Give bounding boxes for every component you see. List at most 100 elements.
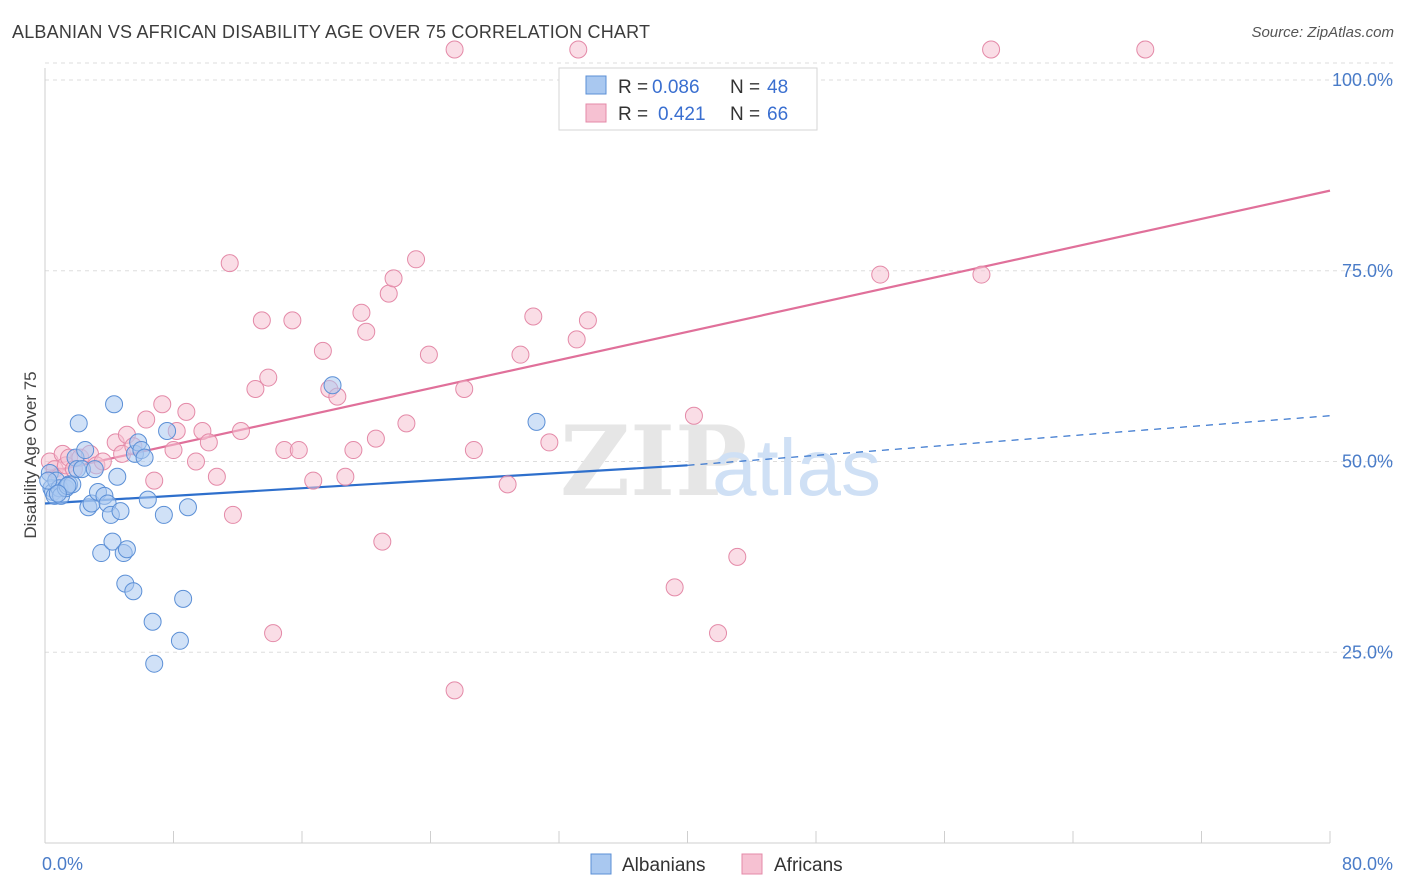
african-point-62 (684, 406, 703, 425)
albanian-points (39, 376, 546, 673)
african-point-26 (223, 505, 242, 524)
african-point-67 (982, 40, 1001, 59)
albanian-point-39 (158, 421, 177, 440)
y-tick-label-3: 100.0% (1332, 70, 1393, 90)
african-point-51 (445, 40, 464, 59)
albanian-trend-extension (687, 415, 1331, 466)
legend-r-value-albanians: 0.086 (652, 77, 700, 98)
african-point-21 (186, 452, 205, 471)
x-tick-label-min: 0.0% (42, 854, 83, 874)
african-point-34 (289, 441, 308, 460)
african-point-23 (199, 433, 218, 452)
african-point-18 (164, 441, 183, 460)
african-point-25 (220, 254, 239, 273)
gridlines (45, 62, 1393, 653)
african-point-29 (252, 311, 271, 330)
legend-r-label-albanians: R = (618, 77, 648, 98)
albanian-point-14 (76, 441, 95, 460)
bottom-legend-swatch-africans (741, 853, 763, 875)
african-point-56 (524, 307, 543, 326)
african-point-36 (313, 341, 332, 360)
african-trend-line (44, 189, 1331, 475)
african-point-49 (419, 345, 438, 364)
albanian-point-12 (69, 414, 88, 433)
african-points (40, 40, 1155, 700)
watermark-atlas: atlas (712, 423, 881, 512)
albanian-point-23 (103, 532, 122, 551)
legend-n-label-albanians: N = (730, 77, 760, 98)
legend-swatch-albanians (585, 75, 607, 95)
african-point-27 (231, 421, 250, 440)
x-tick-label-max: 80.0% (1342, 854, 1393, 874)
legend-n-value-africans: 66 (767, 104, 788, 125)
african-point-33 (283, 311, 302, 330)
african-point-15 (137, 410, 156, 429)
african-point-61 (665, 578, 684, 597)
african-point-68 (1136, 40, 1155, 59)
african-point-46 (384, 269, 403, 288)
series-legend: Albanians Africans (590, 853, 843, 876)
african-point-40 (344, 441, 363, 460)
y-tick-label-1: 50.0% (1342, 452, 1393, 472)
y-axis-title: Disability Age Over 75 (21, 371, 40, 538)
legend-n-label-africans: N = (730, 104, 760, 125)
legend-r-value-africans: 0.421 (658, 104, 706, 125)
albanian-point-43 (39, 471, 58, 490)
african-point-65 (871, 265, 890, 284)
african-point-17 (153, 395, 172, 414)
albanian-point-42 (178, 498, 197, 517)
albanian-point-41 (174, 589, 193, 608)
legend-r-label-africans: R = (618, 104, 648, 125)
albanian-point-37 (145, 654, 164, 673)
albanian-point-17 (85, 460, 104, 479)
y-tick-labels: 25.0% 50.0% 75.0% 100.0% (1332, 70, 1393, 662)
african-point-55 (511, 345, 530, 364)
albanian-point-38 (154, 505, 173, 524)
source-credit: Source: ZipAtlas.com (1251, 24, 1394, 41)
african-point-48 (407, 250, 426, 269)
albanian-point-46 (527, 412, 546, 431)
african-point-52 (455, 380, 474, 399)
albanian-point-35 (138, 490, 157, 509)
albanian-point-47 (48, 484, 67, 503)
watermark-zip: ZIP (560, 405, 747, 518)
african-point-41 (352, 303, 371, 322)
albanian-point-19 (92, 544, 111, 563)
african-point-45 (379, 284, 398, 303)
african-point-59 (569, 40, 588, 59)
african-point-60 (578, 311, 597, 330)
african-point-30 (259, 368, 278, 387)
african-point-43 (366, 429, 385, 448)
albanian-point-36 (143, 612, 162, 631)
albanian-point-29 (117, 540, 136, 559)
african-point-66 (972, 265, 991, 284)
legend-n-value-albanians: 48 (767, 77, 788, 98)
african-point-50 (445, 681, 464, 700)
albanian-point-34 (135, 448, 154, 467)
african-point-35 (304, 471, 323, 490)
african-point-63 (709, 624, 728, 643)
albanian-point-40 (170, 631, 189, 650)
albanian-point-30 (124, 582, 143, 601)
african-point-47 (397, 414, 416, 433)
y-tick-label-0: 25.0% (1342, 642, 1393, 662)
african-point-44 (373, 532, 392, 551)
african-point-20 (177, 402, 196, 421)
african-point-57 (540, 433, 559, 452)
albanian-point-45 (323, 376, 342, 395)
bottom-legend-label-africans: Africans (774, 855, 843, 876)
african-point-39 (336, 467, 355, 486)
african-point-54 (498, 475, 517, 494)
bottom-legend-label-albanians: Albanians (622, 855, 705, 876)
legend-swatch-africans (585, 103, 607, 123)
african-point-64 (728, 547, 747, 566)
chart-title: ALBANIAN VS AFRICAN DISABILITY AGE OVER … (12, 22, 651, 42)
correlation-legend: R = 0.086 N = 48 R = 0.421 N = 66 (558, 67, 818, 131)
african-point-16 (145, 471, 164, 490)
african-point-24 (207, 467, 226, 486)
albanian-point-26 (111, 502, 130, 521)
african-point-58 (567, 330, 586, 349)
african-point-42 (357, 322, 376, 341)
albanian-point-24 (105, 395, 124, 414)
